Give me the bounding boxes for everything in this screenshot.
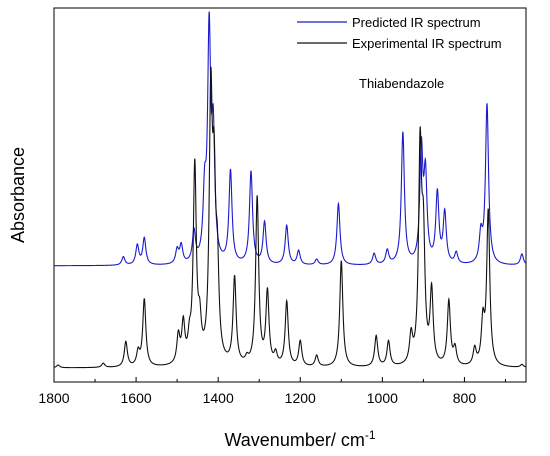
legend-label-experimental: Experimental IR spectrum (352, 36, 502, 51)
x-axis-ticks: 1800 1600 1400 1200 1000 800 (38, 377, 506, 406)
compound-annotation: Thiabendazole (359, 76, 444, 91)
x-axis-label: Wavenumber/ cm-1 (224, 428, 375, 450)
legend: Predicted IR spectrum Experimental IR sp… (297, 15, 502, 51)
x-tick-label: 1200 (285, 390, 316, 406)
x-tick-label: 1600 (121, 390, 152, 406)
series-line-experimental (53, 66, 527, 369)
y-axis-label: Absorbance (8, 147, 28, 243)
plot-frame (53, 7, 527, 383)
x-tick-label: 1000 (367, 390, 398, 406)
spectra-group (53, 11, 527, 369)
x-tick-label: 800 (453, 390, 477, 406)
series-line-predicted (54, 11, 527, 267)
x-tick-label: 1800 (38, 390, 69, 406)
x-tick-label: 1400 (203, 390, 234, 406)
legend-label-predicted: Predicted IR spectrum (352, 15, 481, 30)
